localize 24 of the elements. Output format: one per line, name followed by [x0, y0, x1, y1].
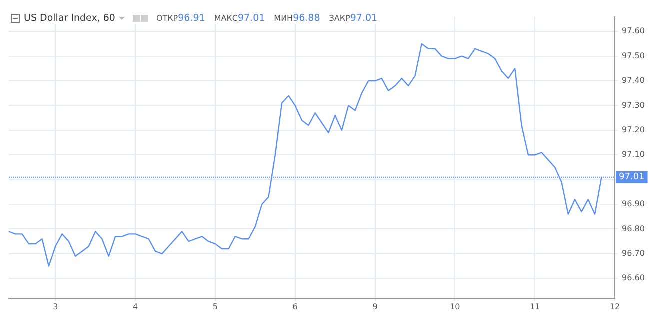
y-tick-label: 97.50 [622, 51, 645, 60]
y-tick-label: 97.10 [622, 150, 645, 160]
y-tick-label: 97.30 [622, 100, 645, 110]
x-tick-label: 5 [212, 302, 218, 312]
annotation: ОТКР96.91 [156, 13, 206, 24]
x-tick-label: 6 [292, 302, 298, 312]
y-tick-label: 97.20 [622, 126, 645, 135]
ref-line-label: 97.01 [619, 172, 645, 183]
annotation: МАКС97.01 [214, 13, 266, 24]
y-tick-label: 96.80 [622, 224, 645, 234]
annotation: МИН96.88 [274, 13, 320, 24]
chart-title: US Dollar Index, 60 [24, 13, 116, 24]
y-tick-label: 96.90 [622, 200, 645, 209]
y-tick-label: 96.60 [622, 274, 645, 283]
x-tick-label: 11 [530, 302, 540, 312]
annotation: ЗАКР97.01 [329, 13, 378, 24]
y-tick-label: 97.60 [622, 26, 645, 36]
x-tick-label: 4 [132, 302, 138, 312]
y-tick-label: 96.70 [622, 249, 645, 258]
x-tick-label: 3 [53, 302, 58, 312]
y-tick-label: 97.40 [622, 76, 645, 86]
x-tick-label: 10 [450, 302, 460, 312]
x-tick-label: 12 [610, 302, 620, 312]
x-tick-label: 9 [372, 302, 378, 312]
